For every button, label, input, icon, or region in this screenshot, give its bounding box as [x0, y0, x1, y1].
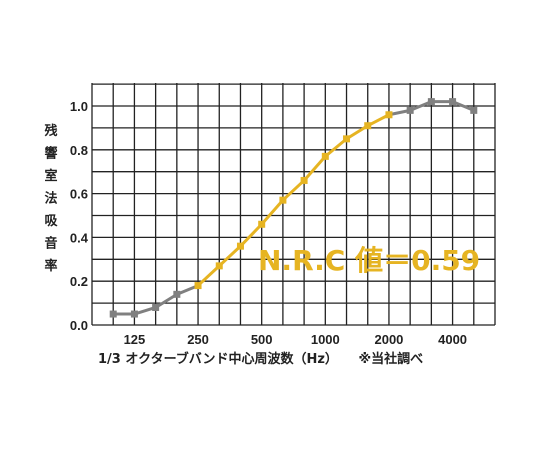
y-tick-label: 0.4 — [70, 230, 89, 245]
y-axis-label-char: 法 — [44, 191, 57, 207]
x-tick-label: 500 — [251, 332, 273, 347]
series-points — [109, 98, 478, 318]
data-point — [364, 122, 372, 130]
data-point — [279, 196, 287, 204]
highlight-segment — [260, 199, 285, 226]
y-tick-labels: 0.0 0.2 0.4 0.6 0.8 1.0 — [70, 99, 89, 333]
data-point — [130, 310, 138, 318]
data-point — [427, 98, 435, 106]
data-point — [385, 111, 393, 119]
highlight-segment — [197, 264, 221, 287]
data-point — [236, 242, 244, 250]
base-segment — [154, 293, 178, 309]
highlight-segment — [345, 124, 369, 141]
data-point — [109, 310, 117, 318]
x-tick-label: 4000 — [438, 332, 467, 347]
y-axis-label-char: 率 — [44, 258, 57, 274]
y-tick-label: 0.8 — [70, 143, 88, 158]
x-tick-label: 250 — [187, 332, 209, 347]
y-axis-label-char: 室 — [44, 168, 57, 184]
y-axis-label-char: 音 — [44, 236, 57, 252]
base-segment — [388, 108, 411, 117]
series-lines — [113, 100, 475, 316]
y-tick-label: 0.6 — [70, 187, 88, 202]
data-point — [152, 303, 160, 311]
y-axis-label-char: 残 — [44, 123, 57, 139]
y-tick-label: 1.0 — [70, 99, 88, 114]
x-axis-label: 1/3 オクターブバンド中心周波数（Hz） ※当社調べ — [98, 351, 423, 367]
y-axis-label-char: 響 — [44, 146, 57, 162]
x-axis-label-note: ※当社調べ — [358, 351, 423, 367]
data-point — [194, 282, 202, 290]
nrc-annotation: N.R.C 値＝0.59 — [258, 244, 480, 277]
grid — [91, 83, 496, 326]
data-point — [258, 220, 266, 228]
highlight-segment — [324, 137, 348, 158]
data-point — [406, 106, 414, 114]
data-point — [321, 152, 329, 160]
y-axis-label-char: 吸 — [44, 214, 58, 229]
highlight-segment — [367, 113, 390, 128]
data-point — [343, 135, 351, 143]
highlight-segment — [239, 223, 263, 248]
x-tick-label: 2000 — [374, 332, 403, 347]
x-tick-label: 1000 — [311, 332, 340, 347]
base-segment — [409, 100, 432, 112]
highlight-segment — [218, 245, 242, 267]
data-point — [300, 176, 308, 184]
y-tick-label: 0.2 — [70, 274, 88, 289]
data-point — [449, 98, 457, 106]
y-tick-label: 0.0 — [70, 318, 88, 333]
highlight-segment — [302, 155, 327, 182]
base-segment — [452, 100, 475, 112]
base-segment — [176, 284, 199, 296]
data-point — [173, 290, 181, 298]
data-point — [215, 262, 223, 270]
x-tick-label: 125 — [124, 332, 146, 347]
x-tick-labels: 125 250 500 1000 2000 4000 — [124, 332, 467, 347]
x-axis-label-main: 1/3 オクターブバンド中心周波数（Hz） — [98, 351, 338, 367]
base-segment — [133, 306, 157, 316]
highlight-segment — [281, 179, 306, 202]
data-point — [470, 106, 478, 114]
